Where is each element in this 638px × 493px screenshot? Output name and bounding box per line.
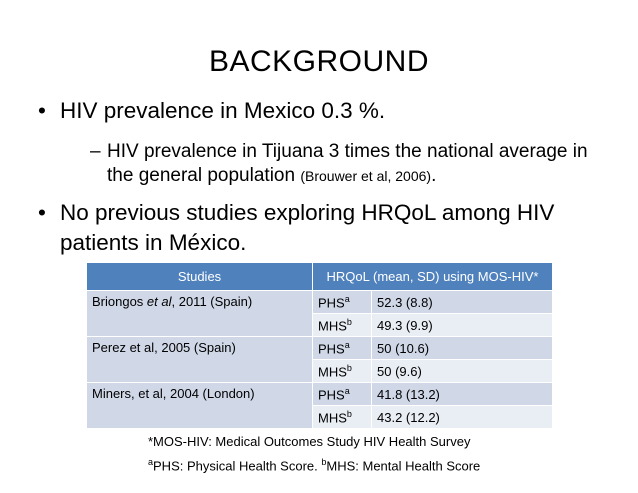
score-name: MHSb bbox=[312, 359, 372, 383]
footnotes: *MOS-HIV: Medical Outcomes Study HIV Hea… bbox=[148, 432, 480, 476]
study-cell: Briongos et al, 2011 (Spain) bbox=[86, 290, 313, 337]
citation: (Brouwer et al, 2006) bbox=[300, 168, 432, 184]
sub-bullet-main: HIV prevalence in Tijuana 3 times the na… bbox=[107, 141, 588, 186]
bullet-prevalence-mexico: • HIV prevalence in Mexico 0.3 %. bbox=[38, 96, 386, 126]
score-name: PHSa bbox=[312, 290, 372, 314]
table-row: MHSb 43.2 (12.2) bbox=[87, 405, 553, 429]
study-cell: Miners, et al, 2004 (London) bbox=[86, 382, 313, 429]
score-name: PHSa bbox=[312, 382, 372, 406]
bullet-dot-icon: • bbox=[38, 98, 46, 123]
table-row: Briongos et al, 2011 (Spain) PHSa 52.3 (… bbox=[86, 290, 553, 337]
header-studies: Studies bbox=[86, 262, 313, 291]
score-value: 41.8 (13.2) bbox=[371, 382, 553, 406]
study-name: Briongos bbox=[92, 294, 147, 309]
table-header-row: Studies HRQoL (mean, SD) using MOS-HIV* bbox=[86, 262, 553, 291]
table-row: MHSb 50 (9.6) bbox=[87, 359, 553, 383]
score-name: PHSa bbox=[312, 336, 372, 360]
dash-icon: – bbox=[90, 141, 101, 162]
score-value: 43.2 (12.2) bbox=[371, 405, 553, 429]
bullet-text: No previous studies exploring HRQoL amon… bbox=[60, 200, 555, 255]
score-value: 52.3 (8.8) bbox=[371, 290, 553, 314]
score-value: 50 (10.6) bbox=[371, 336, 553, 360]
score-name: MHSb bbox=[312, 313, 372, 337]
table-row: Perez et al, 2005 (Spain) PHSa 50 (10.6) bbox=[86, 336, 553, 383]
hrqol-table: Studies HRQoL (mean, SD) using MOS-HIV* … bbox=[86, 262, 553, 429]
study-cell: Perez et al, 2005 (Spain) bbox=[86, 336, 313, 383]
sub-bullet-text: HIV prevalence in Tijuana 3 times the na… bbox=[90, 140, 610, 188]
bullet-text: HIV prevalence in Mexico 0.3 %. bbox=[60, 98, 386, 123]
header-hrqol: HRQoL (mean, SD) using MOS-HIV* bbox=[312, 262, 553, 291]
sub-bullet-tijuana: – HIV prevalence in Tijuana 3 times the … bbox=[90, 140, 610, 188]
score-name: MHSb bbox=[312, 405, 372, 429]
bullet-dot-icon: • bbox=[38, 200, 46, 225]
score-value: 49.3 (9.9) bbox=[371, 313, 553, 337]
sub-bullet-period: . bbox=[431, 165, 437, 186]
study-name-italic: et al bbox=[146, 294, 172, 309]
footnote-mos-hiv: *MOS-HIV: Medical Outcomes Study HIV Hea… bbox=[148, 434, 471, 449]
table-row: Miners, et al, 2004 (London) PHSa 41.8 (… bbox=[86, 382, 553, 429]
score-value: 50 (9.6) bbox=[371, 359, 553, 383]
footnote-abbreviations: aPHS: Physical Health Score. bMHS: Menta… bbox=[148, 457, 481, 474]
study-year-country: , 2011 (Spain) bbox=[171, 294, 253, 309]
bullet-no-studies: • No previous studies exploring HRQoL am… bbox=[38, 198, 580, 258]
slide-title: BACKGROUND bbox=[208, 45, 430, 78]
